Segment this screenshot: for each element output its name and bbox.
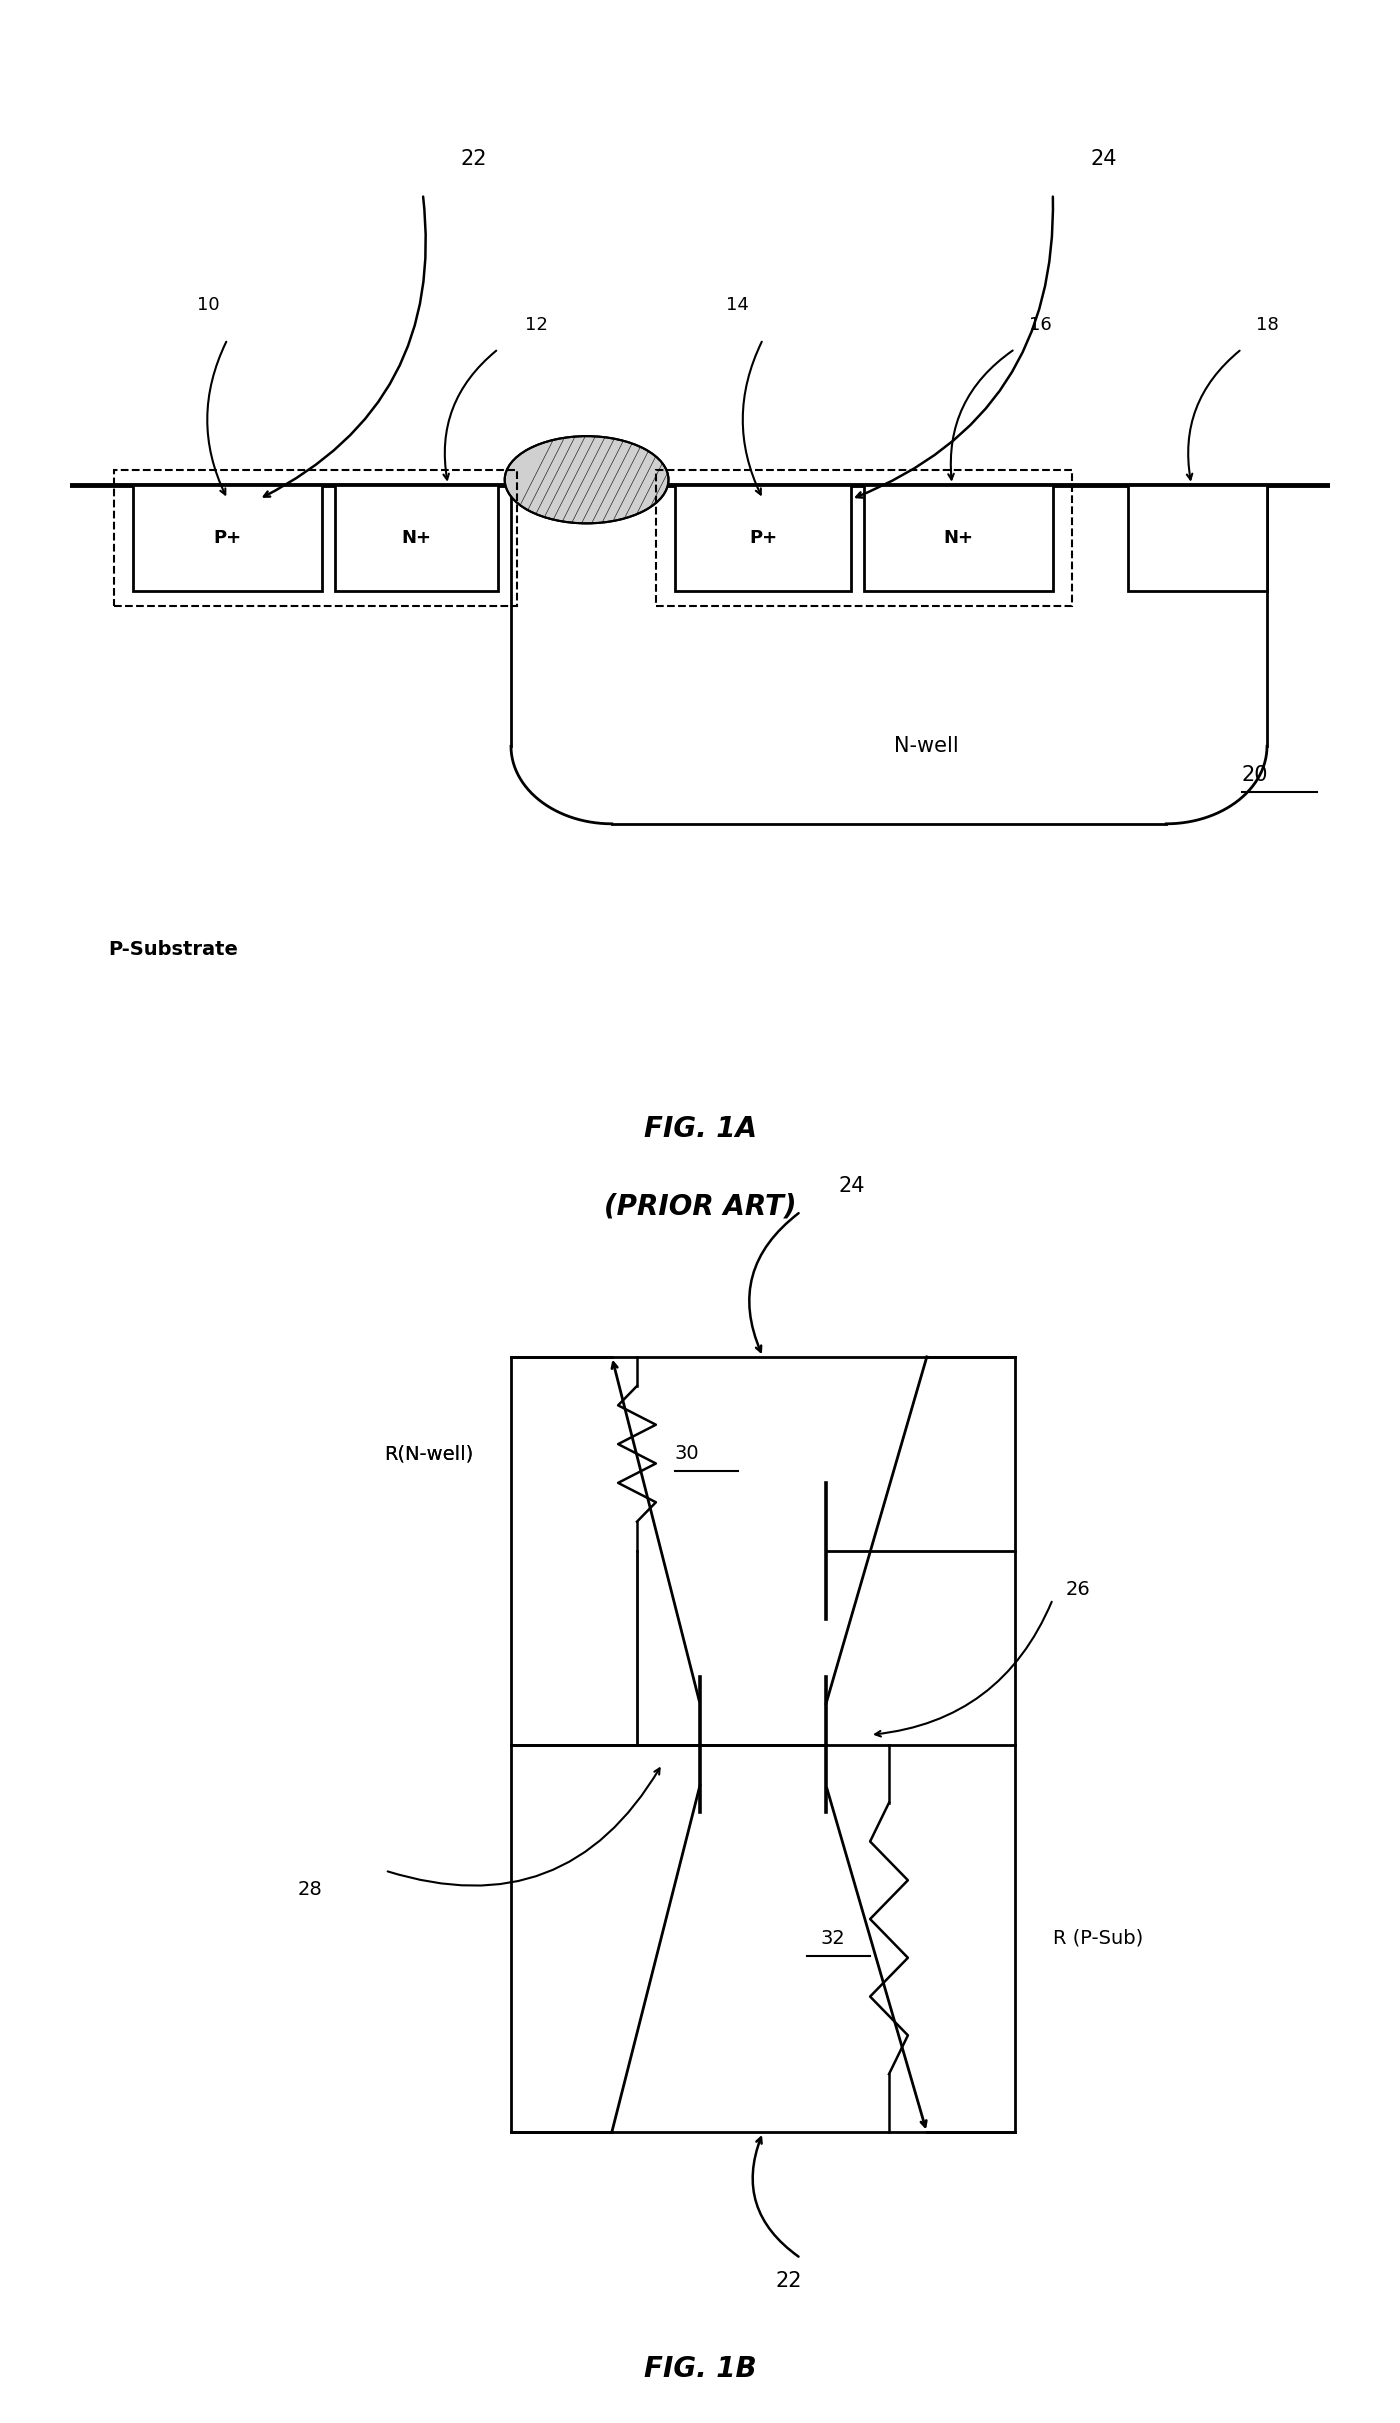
Bar (864, 485, 1053, 591)
Text: 14: 14 (727, 296, 749, 315)
Text: 16: 16 (1029, 315, 1051, 334)
Text: (PRIOR ART): (PRIOR ART) (603, 1192, 797, 1221)
Text: 24: 24 (1091, 148, 1117, 170)
Ellipse shape (504, 436, 668, 523)
Text: FIG. 1A: FIG. 1A (644, 1115, 756, 1144)
Bar (113, 470, 517, 606)
Text: P-Substrate: P-Substrate (108, 940, 238, 960)
Text: P+: P+ (749, 528, 777, 548)
Text: R(N-well): R(N-well) (384, 1444, 473, 1463)
Text: 32: 32 (820, 1929, 846, 1948)
Text: 24: 24 (839, 1175, 865, 1197)
Text: 20: 20 (1242, 766, 1268, 785)
Text: R (P-Sub): R (P-Sub) (1053, 1929, 1142, 1948)
Text: 22: 22 (776, 2270, 802, 2292)
Bar (511, 1357, 1015, 2132)
Bar (675, 485, 851, 591)
Text: N-well: N-well (895, 737, 959, 756)
Text: 12: 12 (525, 315, 547, 334)
Text: N+: N+ (402, 528, 431, 548)
Text: 28: 28 (297, 1880, 322, 1900)
Text: P+: P+ (213, 528, 242, 548)
Text: 26: 26 (1065, 1580, 1091, 1599)
Text: 18: 18 (1256, 315, 1278, 334)
Bar (133, 485, 322, 591)
Bar (655, 470, 1071, 606)
Bar (1128, 485, 1267, 591)
Text: R(N-well): R(N-well) (384, 1444, 473, 1463)
Text: FIG. 1B: FIG. 1B (644, 2355, 756, 2384)
Text: 30: 30 (675, 1444, 700, 1463)
Text: 10: 10 (197, 296, 220, 315)
Text: 22: 22 (461, 148, 487, 170)
Bar (335, 485, 498, 591)
Text: N+: N+ (944, 528, 973, 548)
